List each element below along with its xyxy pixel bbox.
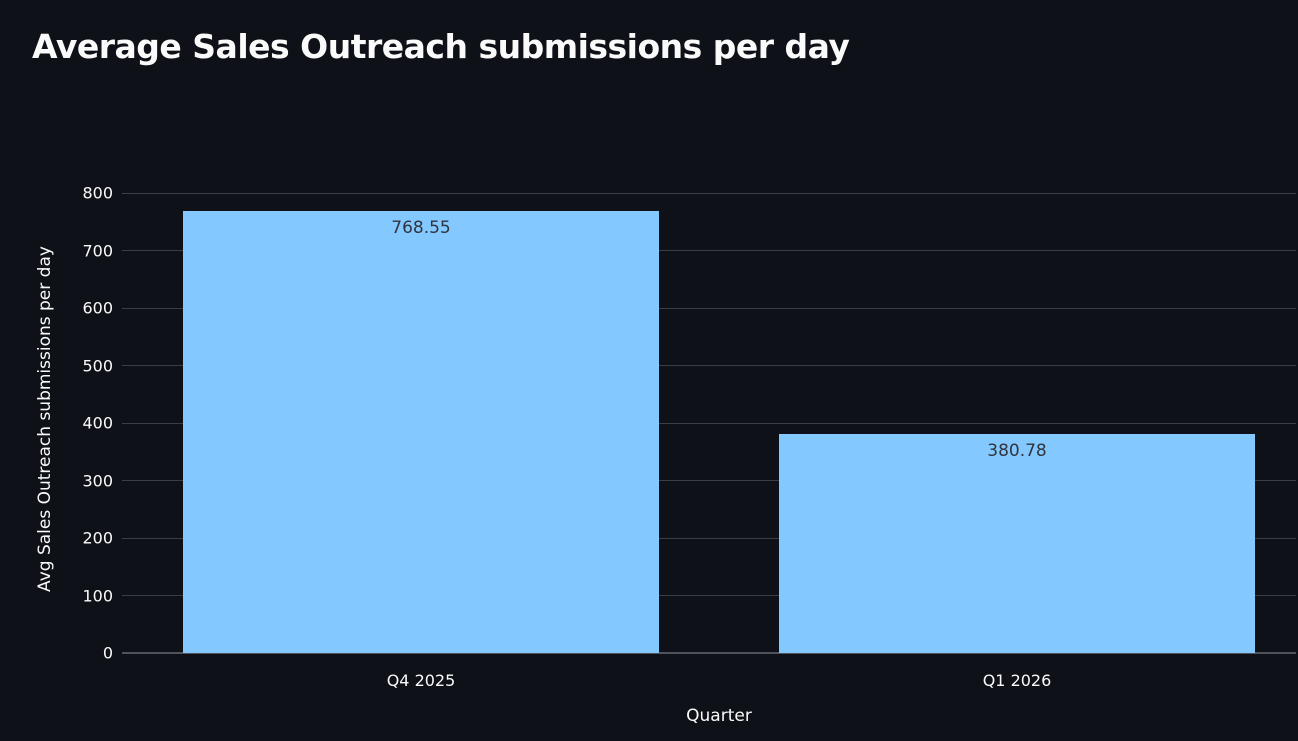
y-axis-ticks: 0 100 200 300 400 500 600 700 800 bbox=[0, 184, 113, 663]
gridline bbox=[122, 250, 1296, 251]
y-tick-label: 300 bbox=[82, 471, 113, 490]
chart-title: Average Sales Outreach submissions per d… bbox=[32, 27, 850, 66]
y-tick-label: 500 bbox=[82, 356, 113, 375]
y-tick-label: 700 bbox=[82, 241, 113, 260]
y-tick-label: 200 bbox=[82, 528, 113, 548]
gridline bbox=[122, 192, 1296, 194]
gridline bbox=[122, 595, 1296, 596]
bar-value-label: 768.55 bbox=[391, 218, 451, 239]
x-tick-label: Q4 2025 bbox=[386, 671, 456, 690]
x-axis-label: Quarter bbox=[686, 706, 752, 726]
bar-q4-2025: 768.55 bbox=[183, 211, 659, 653]
zero-gridline bbox=[122, 652, 1296, 654]
x-tick-label: Q1 2026 bbox=[982, 671, 1052, 690]
y-tick-label: 0 bbox=[102, 643, 113, 663]
y-tick-label: 600 bbox=[82, 298, 113, 318]
y-tick-label: 800 bbox=[82, 183, 113, 203]
gridline bbox=[122, 365, 1296, 366]
plot-area: 768.55 380.78 bbox=[122, 192, 1296, 654]
bar-q1-2026: 380.78 bbox=[779, 434, 1255, 653]
gridline bbox=[122, 307, 1296, 309]
gridline bbox=[122, 537, 1296, 539]
gridline bbox=[122, 422, 1296, 424]
y-tick-label: 100 bbox=[82, 586, 113, 605]
gridline bbox=[122, 480, 1296, 481]
bar-value-label: 380.78 bbox=[987, 441, 1047, 462]
y-tick-label: 400 bbox=[82, 413, 113, 433]
